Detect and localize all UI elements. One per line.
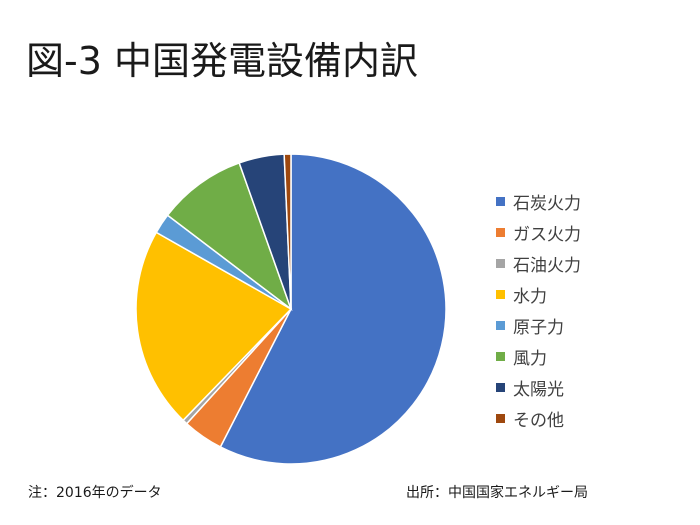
legend-label: 石油火力 bbox=[513, 256, 581, 276]
chart-legend: 石炭火力ガス火力石油火力水力原子力風力太陽光その他 bbox=[496, 186, 581, 434]
legend-item: 太陽光 bbox=[496, 372, 581, 403]
pie-slice-8 bbox=[283, 153, 292, 310]
legend-swatch bbox=[496, 414, 505, 423]
pie-slice-4 bbox=[135, 231, 293, 422]
legend-label: 水力 bbox=[513, 287, 547, 307]
legend-swatch bbox=[496, 197, 505, 206]
data-source: 出所：中国国家エネルギー局 bbox=[406, 485, 588, 501]
legend-item: 風力 bbox=[496, 341, 581, 372]
legend-label: 石炭火力 bbox=[513, 194, 581, 214]
legend-item: 水力 bbox=[496, 279, 581, 310]
pie-slice-6 bbox=[166, 161, 293, 312]
legend-label: その他 bbox=[513, 411, 564, 431]
legend-swatch bbox=[496, 321, 505, 330]
legend-swatch bbox=[496, 290, 505, 299]
legend-label: ガス火力 bbox=[513, 225, 581, 245]
legend-item: 原子力 bbox=[496, 310, 581, 341]
legend-label: 太陽光 bbox=[513, 380, 564, 400]
legend-item: ガス火力 bbox=[496, 217, 581, 248]
legend-item: 石炭火力 bbox=[496, 186, 581, 217]
pie-slice-1 bbox=[219, 153, 447, 465]
legend-swatch bbox=[496, 352, 505, 361]
data-note: 注：2016年のデータ bbox=[28, 485, 162, 501]
chart-title: 図-3 中国発電設備内訳 bbox=[26, 39, 418, 83]
legend-swatch bbox=[496, 259, 505, 268]
legend-swatch bbox=[496, 228, 505, 237]
legend-label: 風力 bbox=[513, 349, 547, 369]
legend-item: 石油火力 bbox=[496, 248, 581, 279]
legend-label: 原子力 bbox=[513, 318, 564, 338]
pie-slices bbox=[135, 153, 447, 465]
legend-swatch bbox=[496, 383, 505, 392]
legend-item: その他 bbox=[496, 403, 581, 434]
